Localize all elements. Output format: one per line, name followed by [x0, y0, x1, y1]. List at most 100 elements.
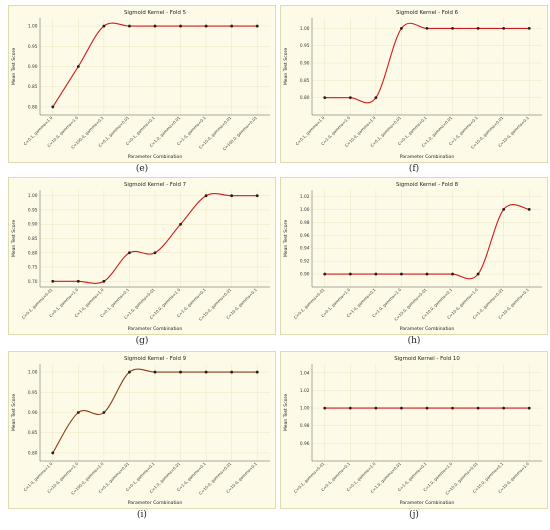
y-tick-label: 1.00 [300, 406, 310, 412]
y-tick-label: 0.95 [28, 44, 38, 50]
y-tick-label: 1.00 [300, 207, 310, 213]
y-tick-label: 1.02 [300, 194, 310, 200]
data-point [502, 26, 506, 30]
data-point [400, 272, 403, 276]
data-point [323, 96, 327, 100]
y-tick-label: 1.00 [300, 26, 310, 32]
data-point [76, 279, 80, 283]
panel-label: (h) [407, 336, 421, 346]
data-point [451, 26, 454, 30]
y-tick-label: 0.90 [300, 272, 310, 278]
y-tick-label: 0.95 [28, 207, 38, 213]
axis-lines [311, 364, 542, 462]
data-point [348, 96, 352, 100]
data-point [400, 26, 403, 30]
data-point [102, 24, 106, 28]
data-point [128, 370, 131, 374]
axis-lines [311, 190, 542, 288]
data-point [204, 194, 208, 198]
data-point [230, 24, 234, 28]
y-tick-label: 0.70 [28, 279, 38, 285]
chart-frame [8, 177, 276, 335]
line-chart: 0.900.920.940.960.981.001.02C=0.1, gamma… [280, 177, 548, 335]
chart-frame [8, 5, 276, 163]
x-axis-label: Parameter Combination [128, 326, 183, 332]
y-tick-label: 0.80 [28, 450, 38, 456]
chart-frame [280, 5, 548, 163]
data-point [153, 24, 157, 28]
data-point [476, 406, 480, 410]
axis-lines [39, 364, 270, 462]
chart-panel: 0.70 0.75 0.80 0.85 0.90 0.95 1.00 C=0.1, gamma… [8, 177, 276, 347]
data-point [204, 24, 208, 28]
chart-title: Sigmoid Kernel - Fold 5 [124, 10, 186, 16]
y-axis-label: Mean Test Score [283, 220, 289, 258]
data-point [476, 272, 480, 276]
data-point [527, 208, 531, 211]
chart-panel: 0.90 0.92 0.94 0.96 0.98 1.00 1.02 C=0.1, gamma… [280, 177, 548, 347]
y-tick-label: 0.85 [28, 430, 38, 436]
data-point [374, 406, 378, 410]
y-tick-label: 0.80 [300, 95, 310, 101]
y-tick-label: 0.92 [300, 259, 310, 265]
y-tick-label: 0.98 [300, 423, 310, 429]
data-point [425, 272, 429, 276]
chart-frame [280, 351, 548, 509]
y-axis-label: Mean Test Score [283, 394, 289, 432]
line-chart: 0.700.750.800.850.900.951.00C=0.1, gamma… [8, 177, 276, 335]
x-axis-label: Parameter Combination [128, 500, 183, 506]
y-tick-label: 1.04 [300, 370, 310, 376]
data-point [128, 24, 131, 28]
panel-label: (j) [409, 510, 419, 520]
data-point [348, 272, 352, 276]
line-chart: 0.800.850.900.951.00C=0.1, gamma=1.0C=10… [8, 5, 276, 163]
axis-lines [39, 190, 270, 288]
panel-label: (e) [135, 164, 149, 174]
data-point [527, 406, 531, 410]
data-point [179, 24, 182, 28]
data-point [102, 411, 106, 414]
chart-panel: 0.80 0.85 0.90 0.95 1.00 C=0.1, gamma=1.0 C=10… [8, 5, 276, 175]
data-point [51, 279, 55, 283]
y-tick-label: 0.85 [28, 236, 38, 242]
chart-title: Sigmoid Kernel - Fold 9 [124, 356, 187, 362]
data-point [179, 370, 182, 374]
data-point [51, 451, 55, 455]
data-point [153, 251, 157, 255]
data-point [204, 370, 208, 374]
data-point [400, 406, 403, 410]
axis-lines [39, 18, 270, 116]
data-point [230, 370, 234, 374]
y-tick-label: 0.96 [300, 233, 310, 239]
data-point [255, 370, 259, 374]
x-axis-label: Parameter Combination [400, 154, 455, 160]
data-point [425, 26, 429, 30]
data-point [102, 279, 106, 283]
y-tick-label: 0.95 [300, 43, 310, 49]
data-point [76, 411, 80, 414]
y-tick-label: 0.85 [28, 84, 38, 90]
chart-frame [8, 351, 276, 509]
data-point [76, 65, 80, 68]
y-tick-label: 0.98 [300, 220, 310, 226]
data-point [153, 370, 157, 374]
y-axis-label: Mean Test Score [11, 220, 17, 258]
chart-panel: 0.96 0.98 1.00 1.02 1.04 C=0.1, gamma=0.01 C=0… [280, 351, 548, 521]
data-point [51, 105, 55, 109]
y-tick-label: 0.94 [300, 246, 310, 252]
chart-frame [280, 177, 548, 335]
y-tick-label: 0.90 [28, 222, 38, 228]
y-axis-label: Mean Test Score [11, 394, 17, 432]
data-point [476, 26, 480, 30]
axis-lines [311, 18, 542, 116]
y-tick-label: 0.90 [28, 64, 38, 70]
y-axis-label: Mean Test Score [11, 48, 17, 86]
y-tick-label: 1.00 [28, 193, 38, 199]
data-point [255, 24, 259, 28]
data-point [374, 272, 378, 276]
chart-panel: 0.80 0.85 0.90 0.95 1.00 C=0.1, gamma=1.0 C=1.… [280, 5, 548, 175]
panel-label: (g) [135, 336, 149, 346]
chart-panel: 0.80 0.85 0.90 0.95 1.00 C=1.0, gamma=1.0 C=10… [8, 351, 276, 521]
y-tick-label: 1.00 [28, 24, 38, 30]
